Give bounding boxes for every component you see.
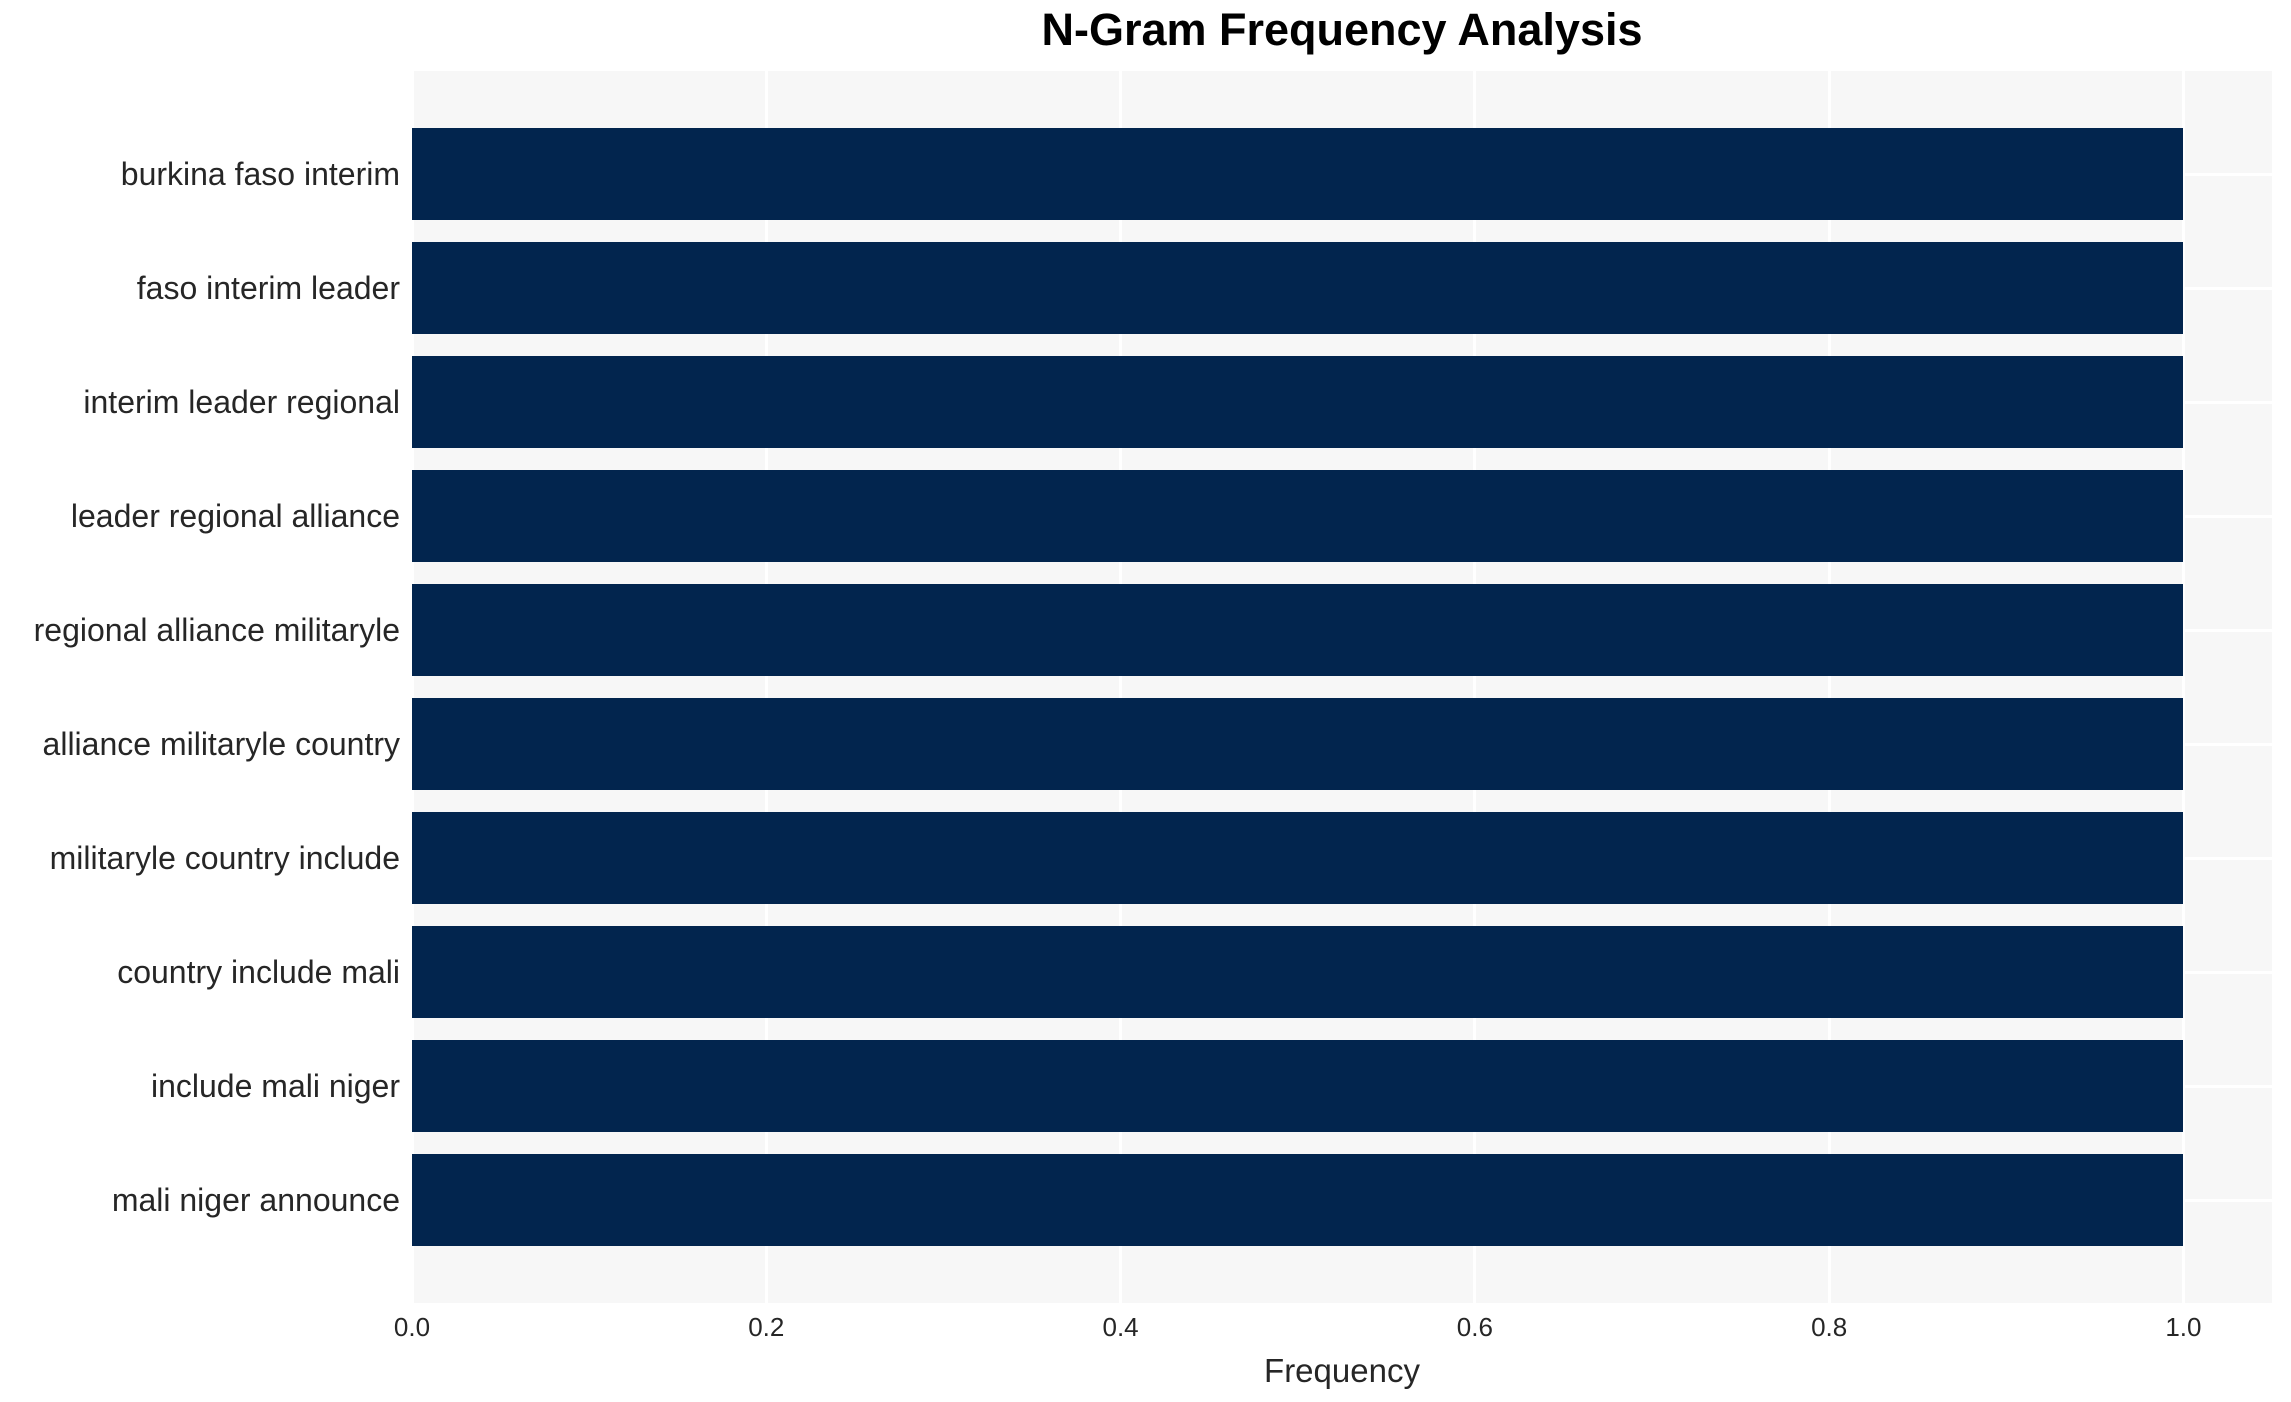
y-tick-label: faso interim leader <box>136 269 400 306</box>
x-tick-label: 0.2 <box>748 1312 785 1342</box>
y-tick-label: burkina faso interim <box>120 155 400 192</box>
x-axis-label: Frequency <box>1264 1352 1420 1389</box>
y-tick-label: leader regional alliance <box>70 497 400 534</box>
y-tick-label: mali niger announce <box>111 1181 400 1218</box>
chart-title: N-Gram Frequency Analysis <box>1041 4 1643 55</box>
x-tick-label: 0.4 <box>1102 1312 1139 1342</box>
plot-area <box>412 71 2272 1303</box>
bar <box>412 242 2184 334</box>
y-tick-label: interim leader regional <box>83 383 400 420</box>
x-tick-label: 0.8 <box>1811 1312 1848 1342</box>
vertical-gridline <box>1119 71 1123 1303</box>
x-tick-label: 1.0 <box>2165 1312 2202 1342</box>
y-tick-label: include mali niger <box>150 1067 400 1104</box>
vertical-gridline <box>412 71 414 1303</box>
bar <box>412 926 2184 1018</box>
bar <box>412 1040 2184 1132</box>
bar <box>412 812 2184 904</box>
y-tick-label: alliance militaryle country <box>42 725 400 762</box>
vertical-gridline <box>1473 71 1477 1303</box>
bar <box>412 356 2184 448</box>
y-tick-label: militaryle country include <box>49 839 400 876</box>
bar <box>412 584 2184 676</box>
bar <box>412 1154 2184 1246</box>
vertical-gridline <box>764 71 768 1303</box>
vertical-gridline <box>1827 71 1831 1303</box>
x-tick-label: 0.0 <box>393 1312 431 1342</box>
bar <box>412 128 2184 220</box>
y-tick-label: regional alliance militaryle <box>33 611 400 648</box>
x-tick-label: 0.6 <box>1456 1312 1493 1342</box>
y-tick-label: country include mali <box>117 953 400 990</box>
vertical-gridline <box>2181 71 2185 1303</box>
bar <box>412 470 2184 562</box>
bar <box>412 698 2184 790</box>
